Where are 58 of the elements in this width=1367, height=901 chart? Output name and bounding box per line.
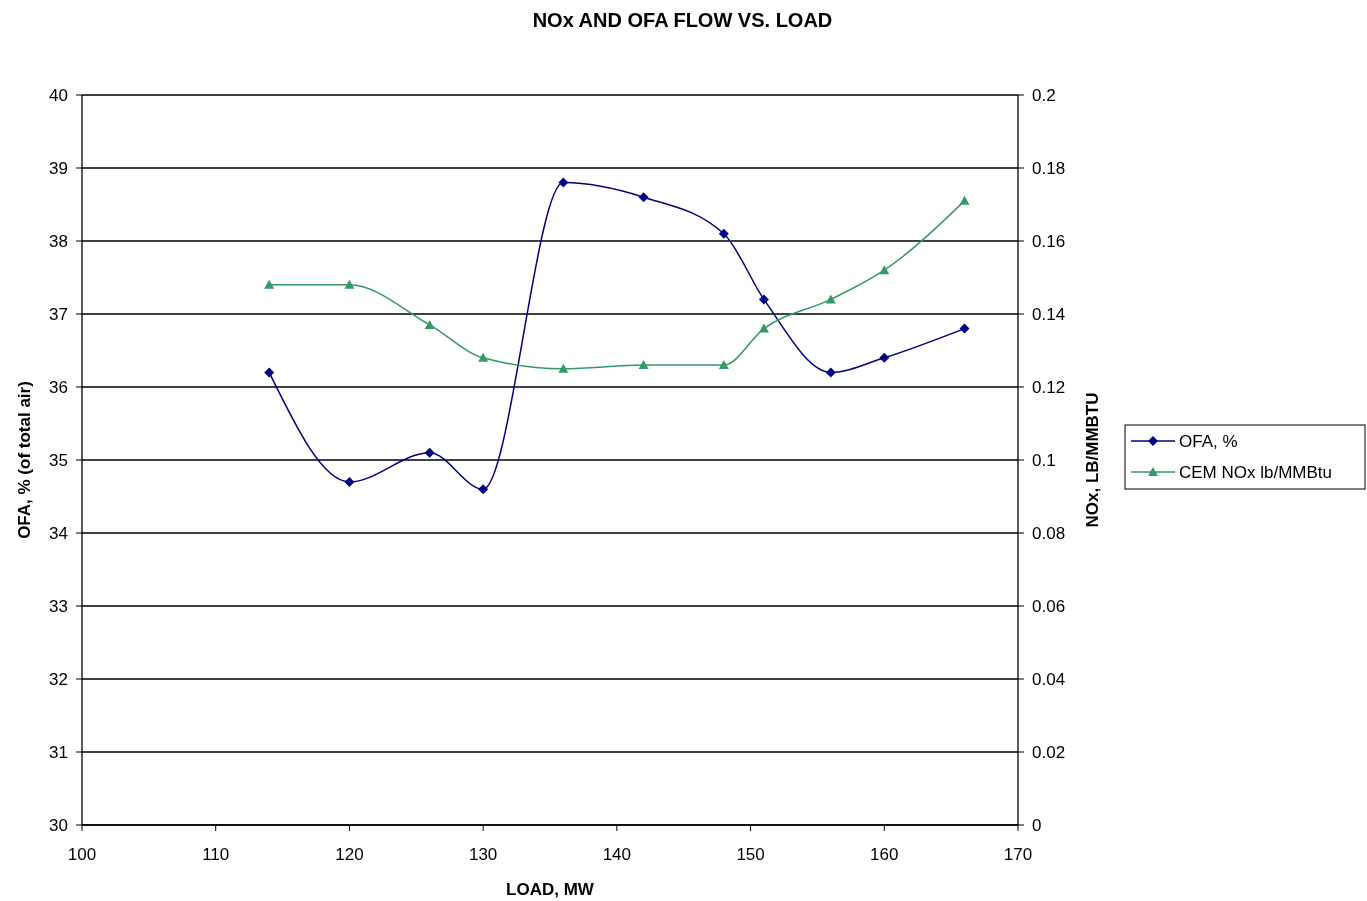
y2-axis-title: NOx, LB/MMBTU [1083,392,1102,528]
x-tick-label: 130 [468,845,498,864]
y-tick-label: 37 [49,305,68,324]
x-tick-label: 170 [1003,845,1033,864]
y2-tick-label: 0.18 [1032,159,1066,178]
point [758,323,769,333]
point [959,323,970,334]
y-tick-label: 36 [49,378,68,397]
y2-tick-label: 0.08 [1032,524,1066,543]
point [424,447,435,458]
y2-tick-label: 0.12 [1032,378,1066,397]
point [344,279,355,289]
point [718,228,729,239]
point [478,484,489,495]
y-tick-label: 34 [49,524,68,543]
y-tick-label: 39 [49,159,68,178]
legend-label: CEM NOx lb/MMBtu [1179,463,1333,482]
y2-tick-label: 0.2 [1032,86,1056,105]
y2-tick-label: 0.1 [1032,451,1056,470]
point [879,265,890,275]
point [825,294,836,304]
point [638,192,649,203]
point [264,279,275,289]
point [558,363,569,373]
point [758,294,769,305]
x-tick-label: 100 [67,845,97,864]
y-tick-label: 40 [49,86,68,105]
point [264,367,275,378]
y2-tick-label: 0 [1032,816,1042,835]
y-tick-label: 35 [49,451,68,470]
x-tick-label: 110 [202,845,230,864]
point [879,352,890,363]
y-tick-label: 33 [49,597,68,616]
legend-label: OFA, % [1179,432,1238,451]
y-tick-label: 31 [49,743,68,762]
x-tick-label: 120 [335,845,364,864]
point [558,177,569,188]
y-tick-label: 38 [49,232,68,251]
y-tick-label: 32 [49,670,68,689]
x-axis-title: LOAD, MW [506,880,595,899]
point [825,367,836,378]
y-axis-title: OFA, % (of total air) [15,381,34,539]
point [478,352,489,362]
x-tick-label: 160 [870,845,899,864]
x-tick-label: 140 [602,845,632,864]
point [344,476,355,487]
point [424,319,435,329]
y2-tick-label: 0.04 [1032,670,1066,689]
point [718,360,729,370]
chart-title: NOx AND OFA FLOW VS. LOAD [532,9,833,31]
point [959,195,970,205]
y2-tick-label: 0.06 [1032,597,1066,616]
x-tick-label: 150 [736,845,765,864]
y2-tick-label: 0.02 [1032,743,1066,762]
point [638,360,649,370]
y2-tick-label: 0.16 [1032,232,1066,251]
y2-tick-label: 0.14 [1032,305,1066,324]
y-tick-label: 30 [49,816,68,835]
